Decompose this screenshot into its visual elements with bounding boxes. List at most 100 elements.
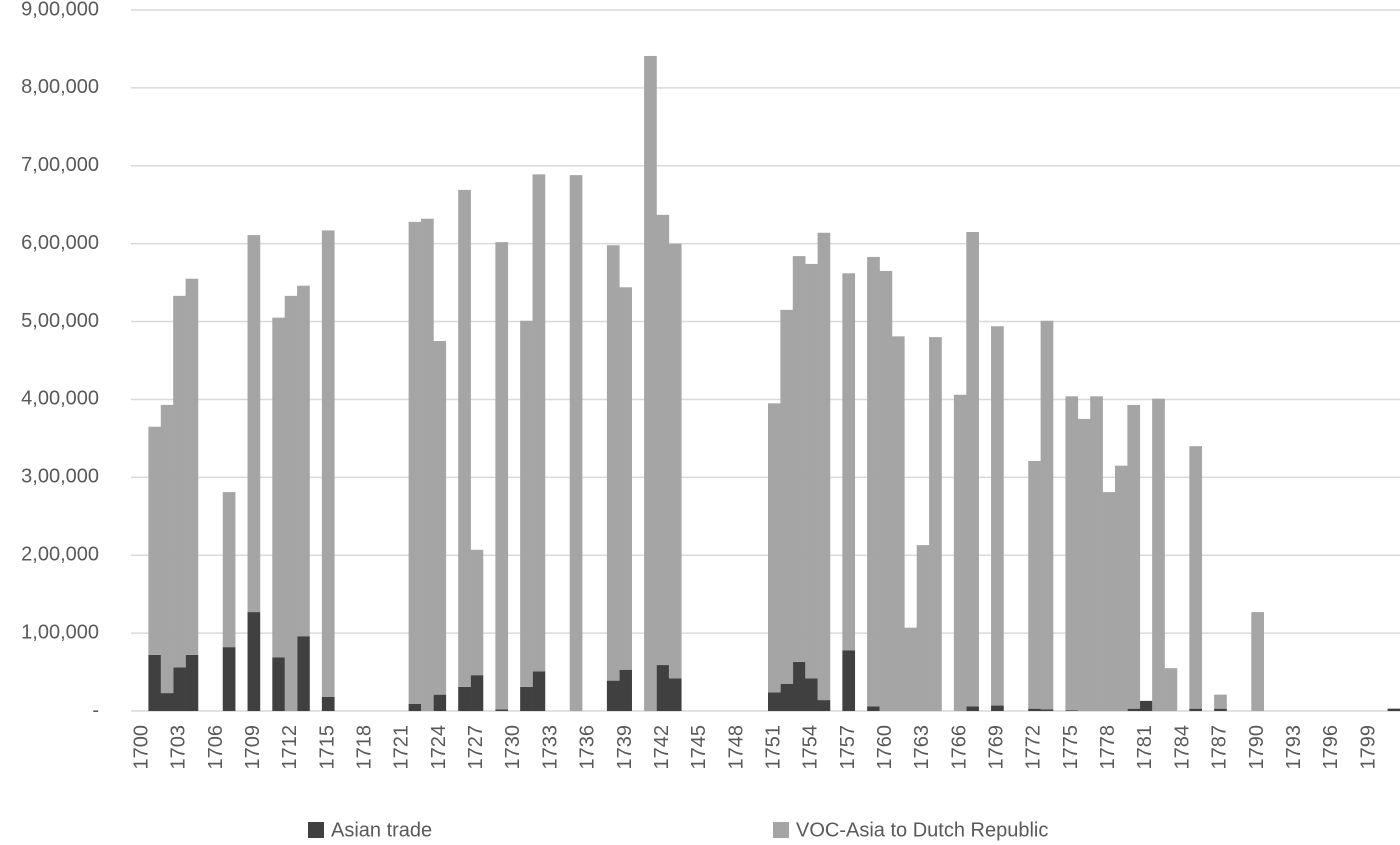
bar (929, 337, 942, 711)
x-tick-label: 1772 (1023, 725, 1045, 770)
x-tick-label: 1796 (1320, 725, 1342, 770)
bar (297, 285, 310, 637)
bar (1065, 396, 1079, 711)
bar (433, 341, 447, 695)
bar (1189, 708, 1203, 711)
bar (173, 295, 186, 668)
y-tick-label: 8,00,000 (21, 76, 99, 98)
bar (1077, 418, 1091, 711)
bar (458, 686, 471, 711)
bar (606, 680, 620, 711)
x-tick-label: 1778 (1097, 725, 1119, 770)
x-tick-label: 1760 (874, 725, 896, 770)
bar (421, 218, 434, 711)
x-tick-label: 1754 (800, 725, 822, 770)
bar (656, 665, 670, 711)
bar (904, 627, 918, 711)
bar (619, 287, 632, 670)
bar (619, 669, 632, 711)
bar (160, 404, 174, 694)
x-tick-label: 1781 (1134, 725, 1156, 770)
bar (1127, 708, 1141, 711)
x-tick-label: 1721 (391, 725, 413, 770)
bar (160, 693, 174, 711)
bar (185, 278, 199, 655)
bar (1102, 492, 1116, 711)
bar (668, 678, 682, 711)
x-tick-label: 1730 (502, 725, 524, 770)
x-tick-label: 1715 (316, 725, 338, 770)
bar (222, 647, 236, 711)
bar (569, 175, 583, 711)
x-tick-label: 1742 (651, 725, 673, 770)
bar (916, 545, 930, 711)
bar (148, 654, 162, 711)
bar (272, 657, 286, 711)
bar (247, 612, 261, 711)
bar (805, 678, 818, 711)
bar (470, 675, 484, 711)
bar (520, 686, 533, 711)
bar (780, 309, 794, 684)
bar (1127, 404, 1141, 709)
bar (321, 230, 335, 697)
x-tick-label: 1775 (1060, 725, 1082, 770)
bar (1065, 710, 1079, 711)
bar (1090, 396, 1103, 711)
y-tick-label: 4,00,000 (21, 388, 99, 410)
bar (433, 694, 447, 711)
x-tick-label: 1799 (1357, 725, 1379, 770)
bar (247, 235, 261, 613)
bar (656, 214, 670, 666)
bar (272, 317, 286, 658)
x-tick-label: 1733 (539, 725, 561, 770)
x-tick-label: 1718 (354, 725, 376, 770)
bar (1040, 709, 1054, 711)
y-tick-label: 2,00,000 (21, 544, 99, 566)
y-tick-label: - (92, 699, 99, 721)
x-tick-label: 1712 (279, 725, 301, 770)
bar (1040, 320, 1054, 710)
bar (532, 174, 546, 672)
bar (321, 696, 335, 711)
x-tick-label: 1727 (465, 725, 487, 770)
bar (284, 295, 298, 711)
bar (1152, 398, 1165, 711)
bar (173, 667, 186, 711)
bar (1189, 446, 1203, 709)
x-tick-label: 1793 (1283, 725, 1305, 770)
bar (1164, 668, 1178, 711)
x-tick-label: 1709 (242, 725, 264, 770)
bar (606, 245, 620, 681)
bar (1139, 700, 1153, 711)
y-tick-label: 1,00,000 (21, 621, 99, 643)
x-tick-label: 1748 (725, 725, 747, 770)
bar (842, 273, 856, 651)
bar (991, 705, 1004, 711)
bar (966, 706, 979, 711)
bar (1028, 460, 1041, 709)
bar (1214, 694, 1227, 709)
bar (495, 709, 509, 711)
bar (532, 671, 546, 711)
x-tick-label: 1724 (428, 725, 450, 770)
bar (668, 243, 682, 679)
y-tick-label: 5,00,000 (21, 310, 99, 332)
x-tick-label: 1763 (911, 725, 933, 770)
x-tick-label: 1706 (205, 725, 227, 770)
bar (991, 326, 1004, 706)
bar (185, 654, 199, 711)
x-tick-label: 1766 (948, 725, 970, 770)
x-tick-label: 1769 (986, 725, 1008, 770)
x-tick-label: 1790 (1246, 725, 1268, 770)
bar (867, 256, 880, 707)
x-tick-label: 1739 (614, 725, 636, 770)
bar (879, 270, 893, 711)
bar (792, 256, 806, 662)
bar (470, 549, 484, 676)
bar (222, 492, 236, 648)
legend-label: Asian trade (331, 819, 432, 841)
legend-label: VOC-Asia to Dutch Republic (796, 819, 1048, 841)
bar (1114, 465, 1128, 711)
